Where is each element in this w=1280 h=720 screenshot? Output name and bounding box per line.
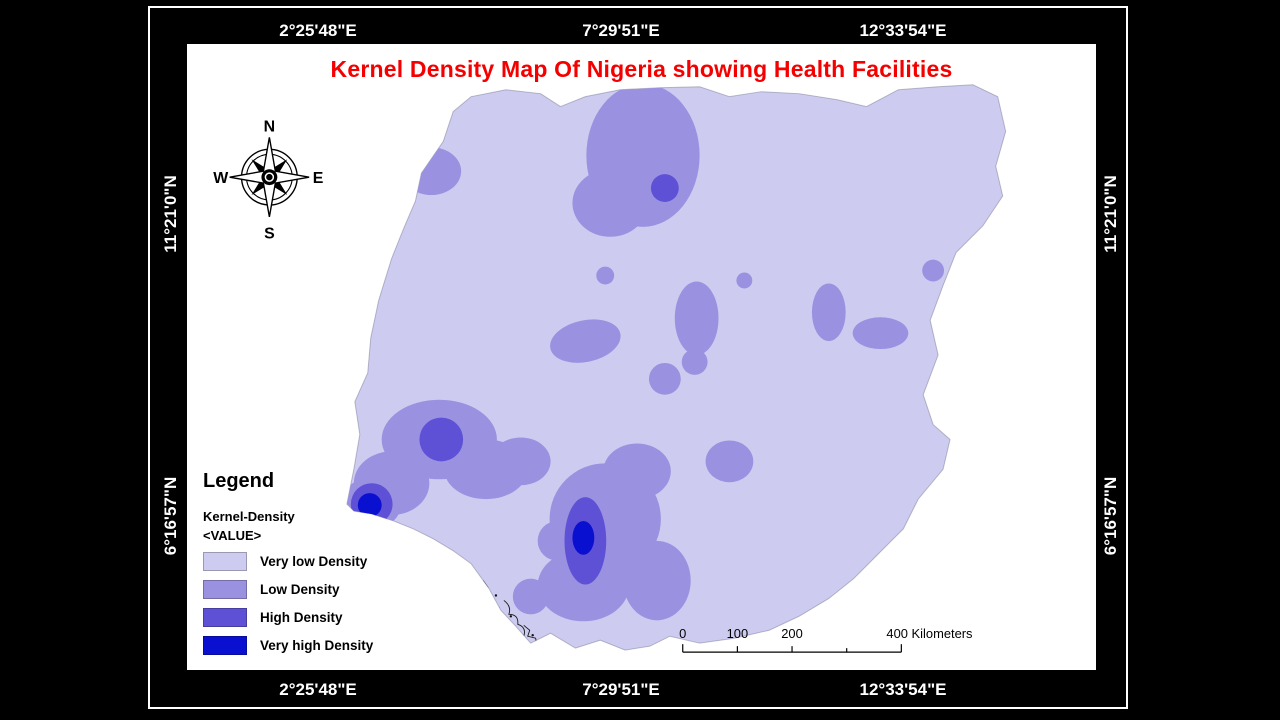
legend-label-high: High Density — [260, 610, 343, 625]
density-layer-high — [350, 174, 679, 585]
legend-label-very-low: Very low Density — [260, 554, 368, 569]
legend-swatch-very-low — [203, 552, 247, 571]
scale-bar: 0 100 200 400 Kilometers — [679, 626, 973, 653]
scale-label-200: 200 — [781, 626, 803, 641]
legend-swatch-low — [203, 580, 247, 599]
legend-value-field: <VALUE> — [203, 528, 262, 543]
legend-item-high: High Density — [203, 608, 373, 627]
legend-swatch-very-high — [203, 636, 247, 655]
coordinate-label-top-1: 2°25'48"E — [279, 21, 357, 40]
legend: Legend Kernel-Density <VALUE> Very low D… — [203, 470, 373, 664]
outer-neatline — [148, 6, 1128, 709]
coordinate-label-top-2: 7°29'51"E — [582, 21, 660, 40]
compass-w-label: W — [213, 170, 228, 187]
map-graphic: N E S W 0 100 200 400 Kilometers — [213, 84, 1007, 653]
coordinate-label-bottom-1: 2°25'48"E — [279, 680, 357, 699]
legend-item-low: Low Density — [203, 580, 373, 599]
scale-label-100: 100 — [727, 626, 749, 641]
coordinate-label-bottom-2: 7°29'51"E — [582, 680, 660, 699]
legend-item-very-high: Very high Density — [203, 636, 373, 655]
coordinate-label-right-1: 11°21'0"N — [1101, 175, 1120, 253]
density-layer-very-high — [357, 493, 595, 555]
legend-layer-name: Kernel-Density — [203, 509, 295, 524]
scale-label-400: 400 Kilometers — [886, 626, 972, 641]
scale-label-0: 0 — [679, 626, 686, 641]
coordinate-label-right-2: 6°16'57"N — [1101, 476, 1120, 556]
compass-e-label: E — [313, 170, 324, 187]
legend-label-very-high: Very high Density — [260, 638, 374, 653]
density-layer-low — [346, 84, 945, 622]
map-frame: N E S W 0 100 200 400 Kilometers — [185, 42, 1098, 672]
compass-n-label: N — [264, 118, 275, 135]
compass-s-label: S — [264, 226, 275, 243]
compass-rose: N E S W — [213, 118, 323, 242]
page-title: Kernel Density Map Of Nigeria showing He… — [330, 56, 953, 82]
legend-label-low: Low Density — [260, 582, 340, 597]
legend-swatch-high — [203, 608, 247, 627]
legend-item-very-low: Very low Density — [203, 552, 373, 571]
legend-title: Legend — [203, 470, 275, 492]
coordinate-label-bottom-3: 12°33'54"E — [859, 680, 947, 699]
coordinate-label-top-3: 12°33'54"E — [859, 21, 947, 40]
